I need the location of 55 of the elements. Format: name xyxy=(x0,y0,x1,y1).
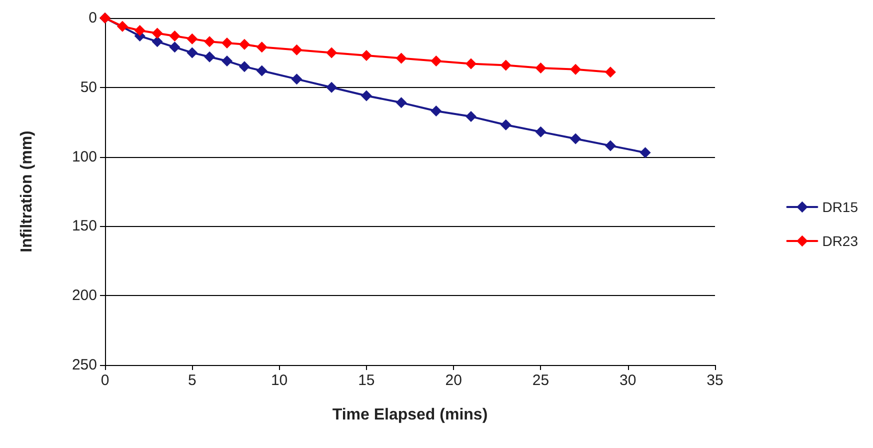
point xyxy=(204,51,216,62)
point xyxy=(430,105,442,116)
point xyxy=(326,47,338,58)
y-tick-label: 150 xyxy=(72,218,97,235)
point xyxy=(604,66,616,78)
point xyxy=(360,90,372,102)
point xyxy=(169,30,180,42)
point xyxy=(134,24,146,36)
point xyxy=(256,42,268,53)
y-tick-label: 250 xyxy=(72,356,97,374)
point xyxy=(116,20,128,32)
point xyxy=(500,60,512,71)
point xyxy=(604,140,616,152)
point xyxy=(238,38,250,50)
point xyxy=(396,97,407,108)
y-tick-label: 50 xyxy=(80,78,97,96)
point xyxy=(535,126,546,138)
point xyxy=(396,52,407,64)
y-tick-label: 200 xyxy=(72,287,97,304)
point xyxy=(466,58,476,70)
x-axis-title: Time Elapsed (mins) xyxy=(332,406,488,424)
point xyxy=(186,33,198,44)
point xyxy=(222,56,232,67)
point xyxy=(204,36,216,48)
point xyxy=(570,133,582,144)
point xyxy=(291,74,302,85)
point xyxy=(640,147,651,158)
legend-label: DR15 xyxy=(822,199,858,215)
y-tick-label: 0 xyxy=(88,10,97,26)
x-tick-label: 35 xyxy=(706,372,724,389)
point xyxy=(222,37,232,48)
y-axis-title: Infiltration (mm) xyxy=(18,130,36,252)
point xyxy=(186,47,198,58)
point xyxy=(152,36,163,48)
point xyxy=(256,65,268,76)
point xyxy=(570,64,582,75)
x-tick-label: 15 xyxy=(358,372,375,389)
point xyxy=(326,82,338,93)
x-tick-label: 0 xyxy=(100,372,110,389)
x-tick-label: 10 xyxy=(270,372,288,389)
x-tick-label: 25 xyxy=(532,372,550,389)
y-tick-label: 100 xyxy=(72,148,97,166)
x-tick-label: 5 xyxy=(188,372,196,389)
x-tick-label: 20 xyxy=(445,372,462,389)
x-tick-label: 30 xyxy=(620,372,636,389)
point xyxy=(169,42,180,53)
point xyxy=(238,61,250,72)
point xyxy=(152,28,163,39)
point xyxy=(500,119,512,130)
point xyxy=(466,111,476,122)
point xyxy=(430,56,442,67)
point xyxy=(291,44,302,56)
legend-label: DR23 xyxy=(822,233,858,249)
point xyxy=(360,50,372,61)
point xyxy=(535,62,546,74)
